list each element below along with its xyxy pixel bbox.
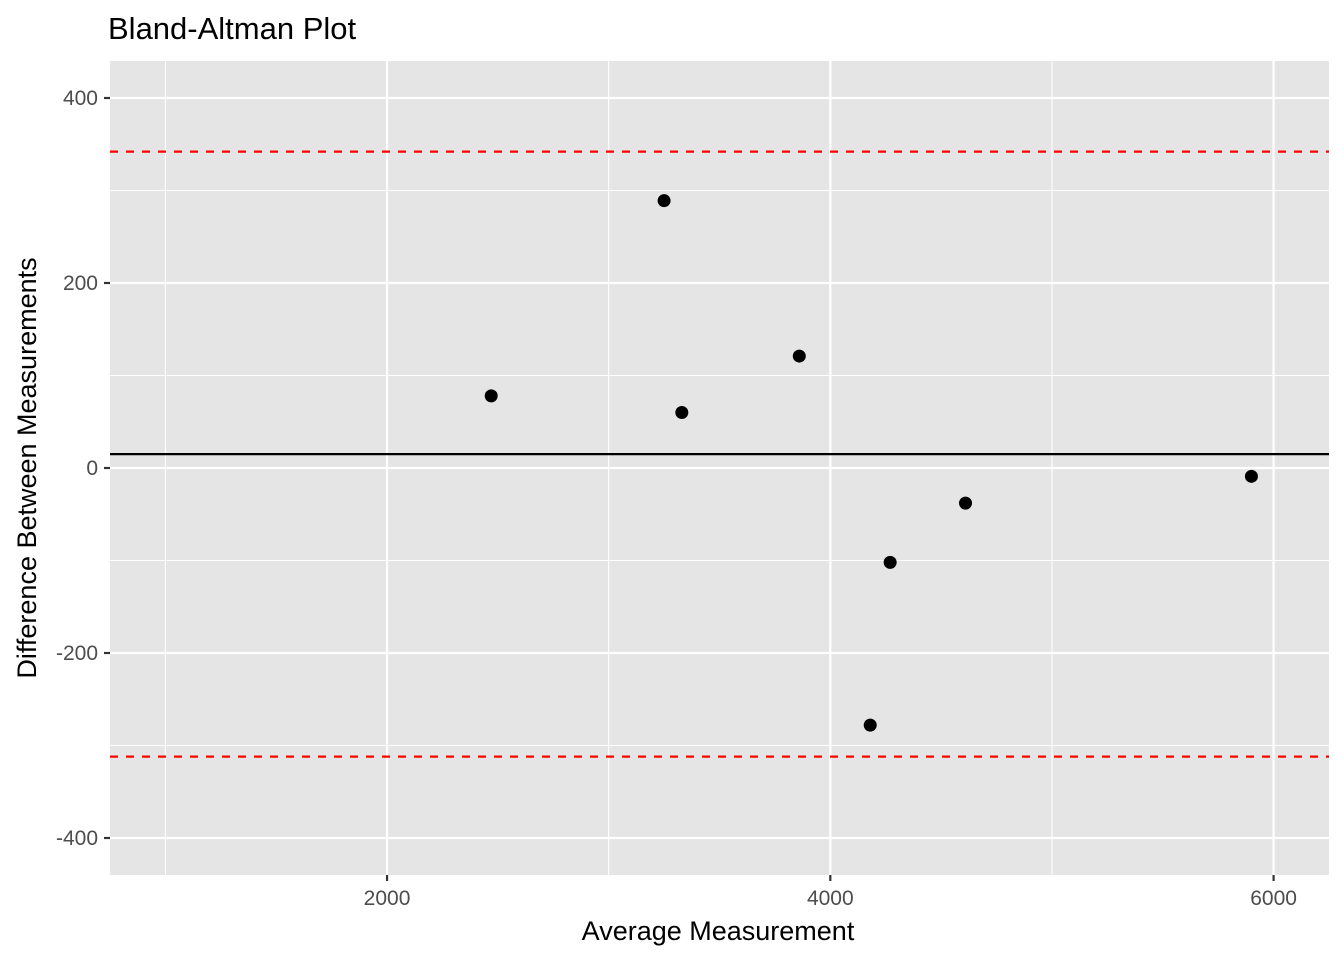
y-tick-label: 0: [86, 457, 98, 480]
x-tick-label: 4000: [807, 887, 854, 910]
y-axis: -400 -200 0 200 400: [56, 87, 110, 850]
y-tick-label: -200: [56, 642, 98, 665]
x-axis: 2000 4000 6000: [364, 875, 1297, 910]
data-point: [883, 555, 897, 569]
data-points: [484, 194, 1258, 732]
y-tick-label: 200: [63, 272, 98, 295]
y-tick-label: 400: [63, 87, 98, 110]
reference-lines: [110, 150, 1329, 758]
x-axis-title: Average Measurement: [582, 916, 855, 946]
x-tick-label: 6000: [1250, 887, 1297, 910]
data-point: [484, 389, 498, 403]
data-point: [1244, 469, 1258, 483]
major-gridlines: [110, 61, 1329, 875]
data-point: [863, 718, 877, 732]
y-tick-label: -400: [56, 827, 98, 850]
data-point: [657, 194, 671, 208]
chart-title: Bland-Altman Plot: [108, 11, 357, 46]
x-tick-label: 2000: [364, 887, 411, 910]
data-point: [675, 406, 689, 419]
data-point: [959, 496, 973, 510]
data-point: [792, 349, 806, 363]
y-axis-title: Difference Between Measurements: [12, 257, 42, 678]
